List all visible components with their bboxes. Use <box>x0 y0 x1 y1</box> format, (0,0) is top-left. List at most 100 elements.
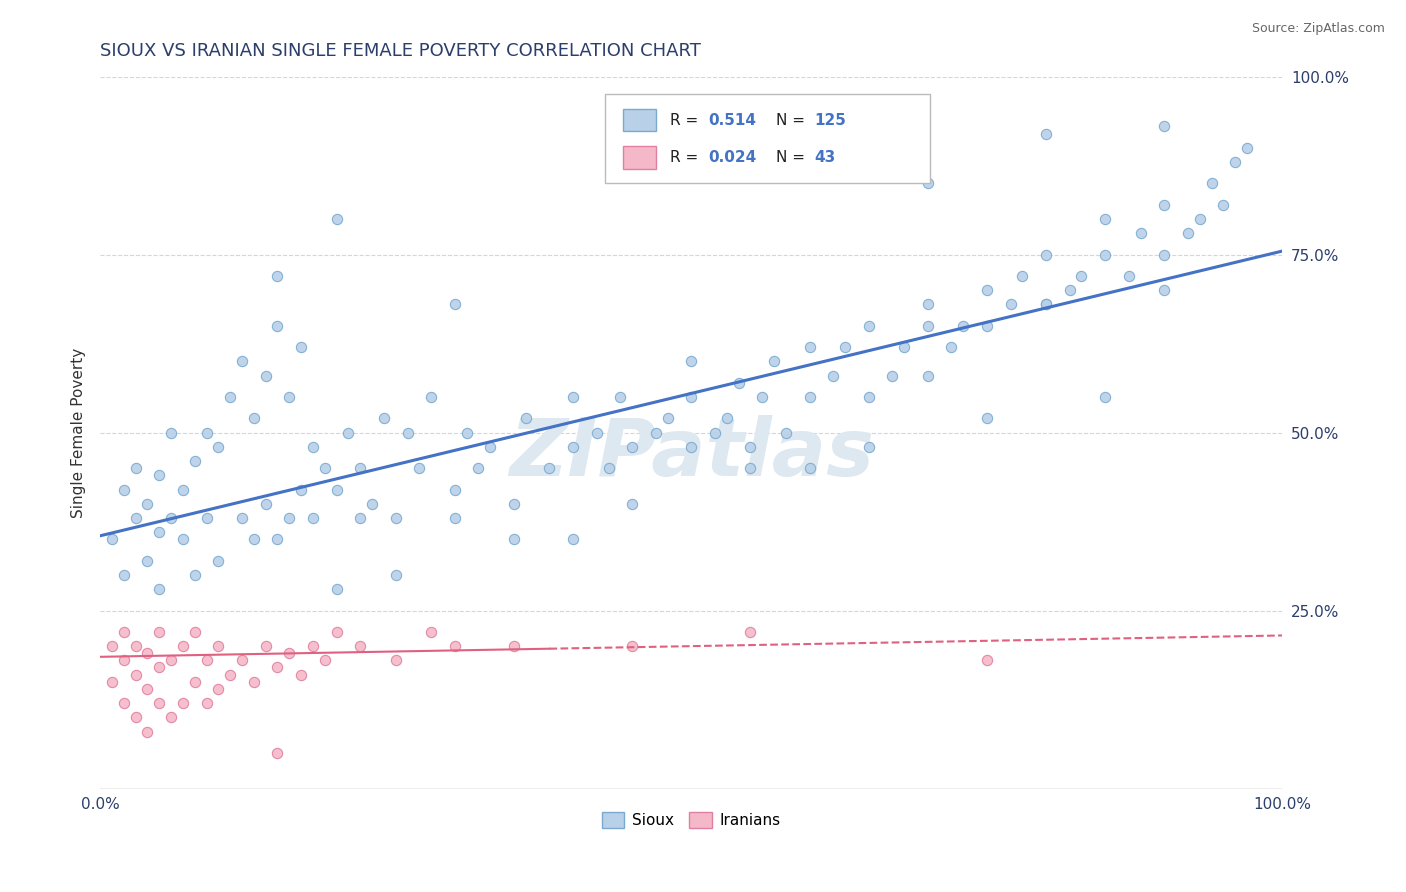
Point <box>290 483 312 497</box>
Point <box>112 624 135 639</box>
Text: 43: 43 <box>814 150 835 165</box>
Point <box>207 440 229 454</box>
Point <box>254 497 277 511</box>
Point <box>1153 283 1175 297</box>
Point <box>349 639 371 653</box>
Point <box>562 533 585 547</box>
Point <box>290 340 312 354</box>
Point <box>101 533 124 547</box>
Point <box>160 710 183 724</box>
Point <box>585 425 607 440</box>
Point <box>124 511 146 525</box>
Point <box>136 646 159 660</box>
Point <box>1011 268 1033 283</box>
Point <box>112 696 135 710</box>
Point <box>941 340 963 354</box>
Point <box>1177 226 1199 240</box>
Text: N =: N = <box>776 112 810 128</box>
Point <box>740 624 762 639</box>
Point <box>384 568 406 582</box>
Point <box>183 624 205 639</box>
Point <box>266 533 288 547</box>
Point <box>302 511 325 525</box>
Point <box>882 368 904 383</box>
Point <box>1153 120 1175 134</box>
Point <box>681 440 703 454</box>
Point <box>621 497 644 511</box>
Point <box>858 318 880 333</box>
Point <box>763 354 786 368</box>
Point <box>101 639 124 653</box>
Point <box>858 440 880 454</box>
Point <box>420 624 443 639</box>
Point <box>976 411 998 425</box>
FancyBboxPatch shape <box>623 109 655 131</box>
Point <box>1188 211 1211 226</box>
FancyBboxPatch shape <box>623 146 655 169</box>
Point <box>314 653 336 667</box>
Point <box>290 667 312 681</box>
Point <box>195 511 218 525</box>
Point <box>1153 198 1175 212</box>
Point <box>503 533 526 547</box>
Point <box>1094 390 1116 404</box>
Point <box>207 554 229 568</box>
Point <box>254 639 277 653</box>
Text: 125: 125 <box>814 112 846 128</box>
Legend: Sioux, Iranians: Sioux, Iranians <box>595 806 787 834</box>
Point <box>148 696 170 710</box>
Point <box>681 155 703 169</box>
Point <box>278 511 301 525</box>
Point <box>373 411 395 425</box>
Point <box>681 390 703 404</box>
Point <box>1035 297 1057 311</box>
Point <box>799 390 821 404</box>
Point <box>183 454 205 468</box>
Point <box>1212 198 1234 212</box>
Point <box>148 582 170 597</box>
Point <box>207 639 229 653</box>
Text: SIOUX VS IRANIAN SINGLE FEMALE POVERTY CORRELATION CHART: SIOUX VS IRANIAN SINGLE FEMALE POVERTY C… <box>100 42 702 60</box>
Point <box>124 667 146 681</box>
Point <box>112 568 135 582</box>
Point <box>231 354 253 368</box>
Point <box>325 582 347 597</box>
Point <box>160 511 183 525</box>
Point <box>1236 141 1258 155</box>
Point <box>657 411 679 425</box>
Text: R =: R = <box>671 150 703 165</box>
Point <box>302 639 325 653</box>
Point <box>740 461 762 475</box>
Point <box>148 468 170 483</box>
Point <box>266 660 288 674</box>
Text: 0.514: 0.514 <box>707 112 756 128</box>
Point <box>172 483 194 497</box>
Point <box>503 639 526 653</box>
Point <box>562 440 585 454</box>
Y-axis label: Single Female Poverty: Single Female Poverty <box>72 348 86 517</box>
Point <box>917 318 939 333</box>
Point <box>325 483 347 497</box>
Point <box>443 639 465 653</box>
Text: R =: R = <box>671 112 703 128</box>
Point <box>183 674 205 689</box>
Point <box>1070 268 1092 283</box>
Point <box>1153 247 1175 261</box>
Point <box>112 483 135 497</box>
Point <box>148 660 170 674</box>
Point <box>467 461 489 475</box>
Point <box>136 554 159 568</box>
Point <box>349 461 371 475</box>
Point <box>1059 283 1081 297</box>
Point <box>266 746 288 760</box>
Point <box>823 368 845 383</box>
Point <box>681 354 703 368</box>
Point <box>799 141 821 155</box>
Point <box>278 390 301 404</box>
Point <box>799 340 821 354</box>
Point <box>562 390 585 404</box>
Point <box>124 639 146 653</box>
Point <box>136 724 159 739</box>
Point <box>538 461 561 475</box>
Point <box>361 497 384 511</box>
